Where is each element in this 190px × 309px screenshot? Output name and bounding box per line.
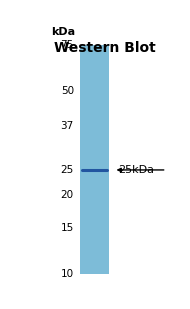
Text: 20: 20 bbox=[61, 190, 74, 200]
Text: 50: 50 bbox=[61, 87, 74, 96]
Text: 10: 10 bbox=[61, 269, 74, 279]
Text: Western Blot: Western Blot bbox=[54, 41, 156, 55]
Text: 37: 37 bbox=[61, 121, 74, 130]
Text: 25kDa: 25kDa bbox=[118, 165, 154, 175]
Text: 25: 25 bbox=[61, 165, 74, 175]
Text: 15: 15 bbox=[61, 223, 74, 233]
Text: 75: 75 bbox=[61, 40, 74, 50]
Bar bbox=[80, 45, 109, 274]
Text: kDa: kDa bbox=[51, 27, 75, 37]
